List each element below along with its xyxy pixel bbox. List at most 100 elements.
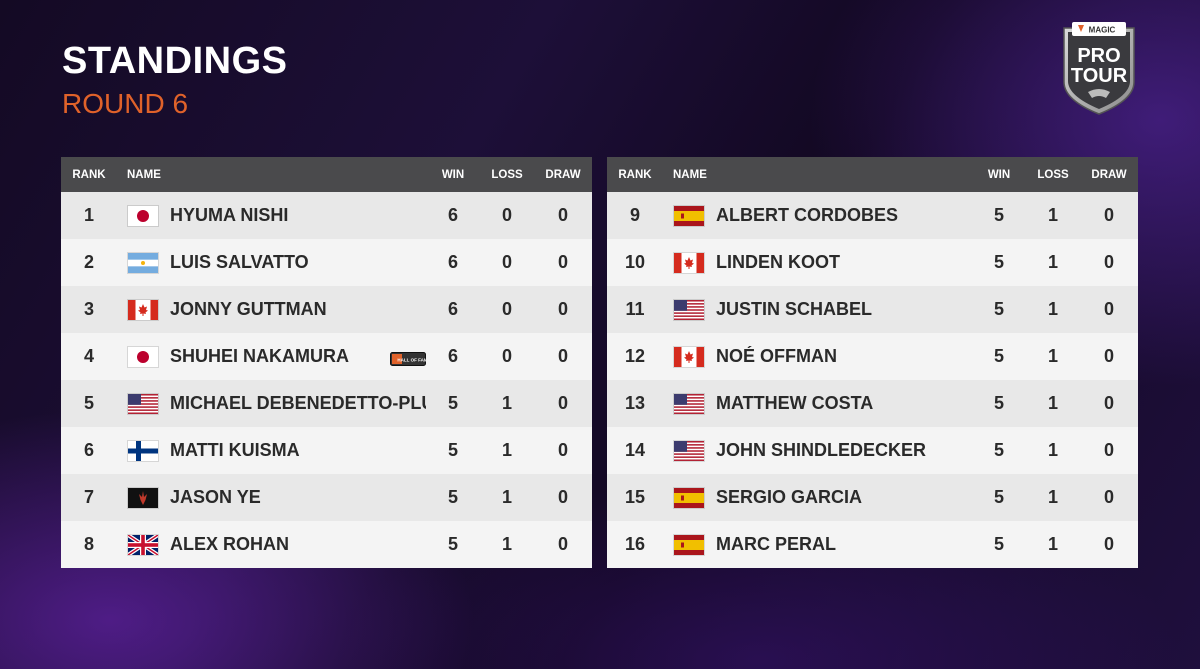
table-row: 9 ALBERT CORDOBES 5 1 0	[607, 192, 1138, 239]
loss-cell: 1	[1047, 487, 1058, 507]
logo-tour-text: TOUR	[1071, 65, 1128, 87]
draw-cell: 0	[557, 393, 568, 413]
standings-table-right: RANK NAME WIN LOSS DRAW 9 ALBERT CORDOBES…	[607, 157, 1138, 568]
draw-cell: 0	[1103, 346, 1114, 366]
rank-cell: 6	[83, 440, 94, 460]
win-cell: 6	[447, 252, 458, 272]
usa-flag-icon	[674, 440, 716, 461]
player-name: JOHN SHINDLEDECKER	[716, 440, 927, 460]
player-name-cell: JONNY GUTTMAN	[170, 299, 426, 320]
player-name: JUSTIN SCHABEL	[716, 299, 873, 319]
player-name-cell: ALEX ROHAN	[170, 534, 426, 555]
loss-cell: 1	[1047, 534, 1058, 554]
rank-cell: 8	[83, 534, 94, 554]
table-row: 15 SERGIO GARCIA 5 1 0	[607, 474, 1138, 521]
rank-cell: 2	[83, 252, 94, 272]
loss-cell: 0	[501, 252, 512, 272]
rank-header: RANK	[72, 168, 106, 181]
svg-text:HALL OF FAME: HALL OF FAME	[397, 357, 426, 362]
draw-cell: 0	[1103, 299, 1114, 319]
draw-cell: 0	[557, 440, 568, 460]
table-row: 8 ALEX ROHAN 5 1 0	[61, 521, 592, 568]
player-name-cell: MARC PERAL	[716, 534, 972, 555]
win-cell: 5	[993, 299, 1004, 319]
win-cell: 6	[447, 299, 458, 319]
table-header: RANK NAME WIN LOSS DRAW	[607, 157, 1138, 192]
table-row: 16 MARC PERAL 5 1 0	[607, 521, 1138, 568]
table-row: 13 MATTHEW COSTA 5 1 0	[607, 380, 1138, 427]
rank-cell: 4	[83, 346, 94, 366]
win-cell: 5	[993, 252, 1004, 272]
loss-cell: 1	[1047, 252, 1058, 272]
rank-cell: 16	[624, 534, 646, 554]
rank-cell: 11	[625, 299, 645, 319]
draw-cell: 0	[557, 252, 568, 272]
spain-flag-icon	[674, 487, 716, 508]
rank-header: RANK	[618, 168, 652, 181]
draw-cell: 0	[1103, 487, 1114, 507]
japan-flag-icon	[128, 346, 170, 367]
table-row: 10 LINDEN KOOT 5 1 0	[607, 239, 1138, 286]
table-row: 14 JOHN SHINDLEDECKER 5 1 0	[607, 427, 1138, 474]
name-header: NAME	[673, 168, 707, 181]
loss-cell: 1	[501, 440, 512, 460]
player-name-cell: MATTHEW COSTA	[716, 393, 972, 414]
uk-flag-icon	[128, 534, 170, 555]
player-name-cell: JASON YE	[170, 487, 426, 508]
hall-of-fame-badge-icon: HALL OF FAME	[390, 350, 426, 366]
player-name: SHUHEI NAKAMURA	[170, 346, 349, 366]
usa-flag-icon	[674, 299, 716, 320]
loss-cell: 1	[501, 393, 512, 413]
player-name-cell: SHUHEI NAKAMURA HALL OF FAME	[170, 346, 426, 367]
rank-cell: 1	[83, 205, 94, 225]
draw-cell: 0	[1103, 440, 1114, 460]
win-cell: 5	[993, 205, 1004, 225]
player-name: MATTHEW COSTA	[716, 393, 874, 413]
player-name: HYUMA NISHI	[170, 205, 289, 225]
usa-flag-icon	[128, 393, 170, 414]
table-row: 11 JUSTIN SCHABEL 5 1 0	[607, 286, 1138, 333]
rank-cell: 3	[83, 299, 94, 319]
win-cell: 5	[447, 534, 458, 554]
draw-cell: 0	[557, 534, 568, 554]
win-cell: 5	[993, 346, 1004, 366]
draw-cell: 0	[557, 487, 568, 507]
player-name-cell: JOHN SHINDLEDECKER	[716, 440, 972, 461]
win-header: WIN	[441, 168, 465, 181]
win-cell: 5	[993, 534, 1004, 554]
rank-cell: 9	[629, 205, 640, 225]
loss-cell: 1	[1047, 299, 1058, 319]
win-cell: 5	[993, 487, 1004, 507]
spain-flag-icon	[674, 534, 716, 555]
player-name: LINDEN KOOT	[716, 252, 840, 272]
draw-cell: 0	[1103, 205, 1114, 225]
table-row: 3 JONNY GUTTMAN 6 0 0	[61, 286, 592, 333]
player-name: NOÉ OFFMAN	[716, 346, 837, 366]
loss-cell: 1	[1047, 393, 1058, 413]
rank-cell: 12	[624, 346, 646, 366]
player-name-cell: MICHAEL DEBENEDETTO-PLUN	[170, 393, 426, 414]
player-name: LUIS SALVATTO	[170, 252, 309, 272]
player-name-cell: SERGIO GARCIA	[716, 487, 972, 508]
loss-cell: 0	[501, 346, 512, 366]
standings-table-left: RANK NAME WIN LOSS DRAW 1 HYUMA NISHI 6 0 0 2…	[61, 157, 592, 568]
draw-cell: 0	[557, 205, 568, 225]
player-name-cell: LINDEN KOOT	[716, 252, 972, 273]
logo-magic-text: MAGIC	[1089, 26, 1116, 35]
win-cell: 6	[447, 346, 458, 366]
table-row: 2 LUIS SALVATTO 6 0 0	[61, 239, 592, 286]
draw-cell: 0	[1103, 534, 1114, 554]
round-subtitle: ROUND 6	[62, 88, 189, 119]
player-name: SERGIO GARCIA	[716, 487, 863, 507]
player-name: MARC PERAL	[716, 534, 836, 554]
rank-cell: 15	[624, 487, 646, 507]
name-header: NAME	[127, 168, 161, 181]
table-row: 12 NOÉ OFFMAN 5 1 0	[607, 333, 1138, 380]
win-cell: 5	[447, 393, 458, 413]
table-row: 5 MICHAEL DEBENEDETTO-PLUN 5 1 0	[61, 380, 592, 427]
player-name-cell: LUIS SALVATTO	[170, 252, 426, 273]
rank-cell: 13	[624, 393, 646, 413]
loss-header: LOSS	[491, 168, 523, 181]
player-name-cell: ALBERT CORDOBES	[716, 205, 972, 226]
player-name-cell: NOÉ OFFMAN	[716, 346, 972, 367]
